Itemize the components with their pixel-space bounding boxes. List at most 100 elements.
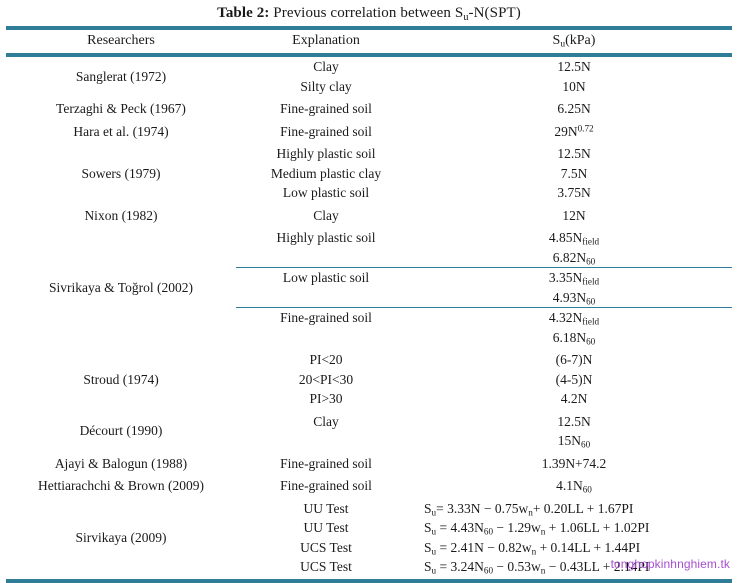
table-row: Sivrikaya & Toğrol (2002) Highly plastic… (6, 228, 732, 295)
column-header-explanation: Explanation (292, 33, 360, 48)
table-row: UCS Test Su = 3.24N60 − 0.53wn − 0.43LL … (6, 557, 732, 577)
equation-cell: Su = 4.43N60 − 1.29wn + 1.06LL + 1.02PI (416, 518, 732, 538)
su-cell: 6.82N60 (416, 248, 732, 268)
table-row: Sowers (1979) Highly plastic soil 12.5N (6, 144, 732, 181)
su-superscript: 0.72 (577, 123, 594, 134)
researcher-cell: Hettiarachchi & Brown (2009) (37, 478, 205, 493)
table-row: Stroud (1974) PI<20 (6-7)N (6, 350, 732, 387)
su-cell: 29N0.72 (416, 122, 732, 142)
table-bottom-rule (6, 578, 732, 583)
explanation-cell: Fine-grained soil (280, 455, 372, 471)
su-cell: 7.5N (560, 165, 588, 181)
table-row: Fine-grained soil 4.32Nfield (6, 307, 732, 328)
page-title: Table 2: Previous correlation between Su… (0, 0, 738, 24)
su-cell: 12N (562, 207, 586, 223)
su-cell: 1.39N+74.2 (541, 455, 607, 471)
su-cell: 6.25N (557, 101, 591, 116)
watermark-text: tonghopkinhnghiem.tk (610, 557, 730, 571)
table-row: UCS Test Su = 2.41N − 0.82wn + 0.14LL + … (6, 538, 732, 558)
table-row: Medium plastic clay 7.5N (6, 164, 732, 184)
su-cell: 12.5N (557, 146, 591, 161)
su-subscript: 60 (586, 336, 596, 347)
eq-n-sub: 60 (483, 565, 494, 576)
table-number-label: Table 2: (217, 5, 270, 21)
su-base: 4.32N (548, 310, 583, 325)
table-row: Nixon (1982) Clay 12N (6, 206, 732, 226)
su-cell: 4.32Nfield (416, 307, 732, 328)
explanation-cell: UCS Test (300, 539, 352, 555)
explanation-cell: PI<20 (309, 352, 343, 367)
su-subscript: field (582, 236, 600, 247)
table-title-text: Previous correlation between S (269, 5, 464, 21)
table-row: Low plastic soil 3.75N (6, 183, 732, 203)
su-base: 4.85N (548, 230, 583, 245)
su-subscript: field (582, 276, 600, 287)
table-row: Low plastic soil 3.35Nfield (6, 267, 732, 288)
explanation-cell (236, 431, 416, 451)
table-row: Silty clay 10N (6, 77, 732, 97)
explanation-cell: Clay (313, 59, 339, 74)
title-subscript-u: u (463, 11, 469, 23)
column-header-researchers: Researchers (87, 33, 155, 48)
su-cell: 12.5N (557, 59, 591, 74)
su-subscript: 60 (586, 256, 596, 267)
su-base: 4.1N (556, 478, 583, 493)
table-row: UU Test Su = 4.43N60 − 1.29wn + 1.06LL +… (6, 518, 732, 538)
explanation-cell: Fine-grained soil (280, 478, 372, 493)
su-cell: (4-5)N (555, 371, 593, 387)
table-row: 6.82N60 (6, 248, 732, 268)
explanation-cell: PI>30 (309, 391, 343, 406)
eq-wn-sub: n (531, 546, 537, 557)
su-cell: 10N (562, 78, 586, 94)
equation-cell: Su = 2.41N − 0.82wn + 0.14LL + 1.44PI (416, 538, 732, 558)
correlation-table-body: Sanglerat (1972) Clay 12.5N Silty clay 1… (6, 57, 732, 579)
correlation-table-wrapper: Researchers Explanation Su(kPa) Sanglera… (6, 26, 732, 583)
researcher-cell: Ajayi & Balogun (1988) (54, 455, 188, 471)
su-cell: (6-7)N (555, 352, 593, 367)
su-base: 3.35N (548, 270, 583, 285)
table-header-row: Researchers Explanation Su(kPa) (6, 30, 732, 51)
explanation-cell: Clay (313, 207, 339, 223)
su-subscript: 60 (586, 296, 596, 307)
explanation-cell (236, 288, 416, 308)
table-top-rule (6, 26, 732, 30)
researcher-cell: Sivrikaya & Toğrol (2002) (49, 279, 193, 295)
table-header-rule (6, 53, 732, 57)
researcher-cell: Nixon (1982) (84, 207, 158, 223)
researcher-cell: Sirvikaya (2009) (75, 529, 167, 545)
table-row: PI>30 4.2N (6, 389, 732, 409)
correlation-table: Researchers Explanation Su(kPa) (6, 30, 732, 53)
eq-wn-sub: n (540, 565, 546, 576)
eq-su: Su (424, 520, 437, 537)
su-header-prefix: S (552, 33, 561, 48)
table-row: Hara et al. (1974) Fine-grained soil 29N… (6, 122, 732, 142)
explanation-cell: Medium plastic clay (270, 165, 382, 181)
su-cell: 4.93N60 (416, 288, 732, 308)
su-subscript: field (582, 316, 600, 327)
column-header-su: Su(kPa) (416, 30, 732, 51)
eq-body: = 3.33N − 0.75wn+ 0.20LL + 1.67PI (436, 500, 634, 518)
equation-cell: Su= 3.33N − 0.75wn+ 0.20LL + 1.67PI (416, 499, 732, 519)
eq-su-sub: u (431, 546, 437, 557)
researcher-cell: Sowers (1979) (81, 165, 161, 181)
explanation-cell: Fine-grained soil (236, 307, 416, 328)
su-cell: 3.35Nfield (416, 267, 732, 288)
explanation-cell: Fine-grained soil (280, 123, 372, 139)
su-base: 15N (557, 433, 582, 448)
table-row: 4.93N60 (6, 288, 732, 308)
researcher-cell: Sanglerat (1972) (75, 68, 167, 84)
su-base: 4.93N (552, 289, 587, 305)
explanation-cell (236, 328, 416, 348)
eq-wn-sub: n (540, 526, 546, 537)
table-row: Hettiarachchi & Brown (2009) Fine-graine… (6, 476, 732, 496)
explanation-cell: Low plastic soil (282, 185, 370, 200)
su-header-suffix: (kPa) (565, 33, 596, 48)
researcher-cell: Décourt (1990) (79, 423, 163, 439)
table-row: 6.18N60 (6, 328, 732, 348)
table-row: Terzaghi & Peck (1967) Fine-grained soil… (6, 99, 732, 119)
eq-wn-sub: n (528, 507, 533, 518)
explanation-cell: Low plastic soil (236, 267, 416, 288)
su-header-subscript: u (560, 39, 566, 50)
eq-su-sub: u (431, 526, 437, 537)
